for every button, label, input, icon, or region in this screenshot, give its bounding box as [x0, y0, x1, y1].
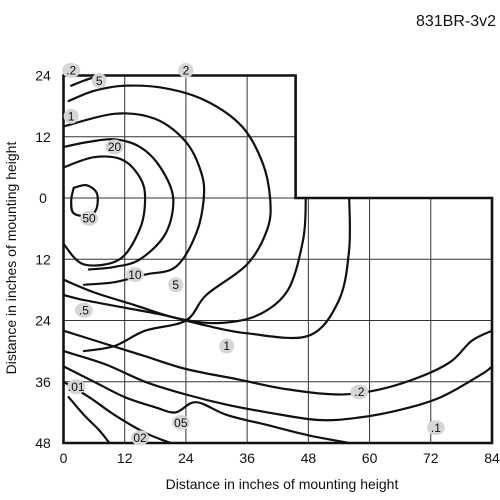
contour-label-bg [178, 62, 194, 78]
contour-line [62, 138, 175, 271]
y-tick-label: 12 [35, 129, 51, 145]
contour-label-bg [131, 430, 150, 446]
contour-label: 05 [174, 416, 188, 430]
contour-label: .5 [79, 303, 89, 317]
contour-line [62, 329, 494, 396]
contour-label-bg [105, 139, 124, 155]
contour-label-bg [63, 108, 79, 124]
y-tick-label: 0 [39, 190, 47, 206]
contour-label-bg [219, 338, 235, 354]
contour-label: .2 [354, 385, 364, 399]
x-axis-ticks: 0 12 24 36 48 60 72 84 [60, 450, 500, 466]
contour-label-bg [91, 73, 107, 89]
contour-label: 5 [172, 278, 179, 292]
x-tick-label: 0 [60, 450, 68, 466]
x-tick-label: 12 [117, 450, 133, 466]
contour-label: 2 [183, 64, 190, 78]
contour-label-bg [168, 277, 184, 293]
x-tick-label: 24 [178, 450, 194, 466]
contour-line [62, 365, 351, 445]
x-tick-label: 84 [484, 450, 500, 466]
grid-lines [63, 75, 492, 443]
plot-outline [62, 74, 494, 445]
contour-label: 20 [108, 140, 122, 154]
x-tick-label: 72 [423, 450, 439, 466]
contour-labels: .2 5 2 1 20 50 10 5 .5 1 .01 .2 05 .1 02 [62, 62, 445, 446]
contour-line [62, 350, 494, 422]
contour-label: 50 [82, 212, 96, 226]
contour-label-bg [80, 210, 99, 226]
contour-label: 1 [68, 110, 75, 124]
contour-lines [62, 74, 494, 445]
contour-label: 1 [223, 339, 230, 353]
x-axis-label: Distance in inches of mounting height [166, 476, 399, 492]
contour-label-bg [350, 384, 369, 400]
contour-label: .1 [431, 421, 441, 435]
y-axis-ticks: 24 12 0 12 24 36 48 [35, 68, 51, 452]
y-tick-label: 36 [35, 374, 51, 390]
contour-label-bg [67, 379, 86, 395]
contour-label-bg [74, 302, 93, 318]
y-tick-label: 12 [35, 251, 51, 267]
x-tick-label: 36 [239, 450, 255, 466]
contour-label: 10 [128, 268, 142, 282]
y-axis-label: Distance in inches of mounting height [3, 142, 19, 375]
x-tick-label: 60 [362, 450, 378, 466]
y-tick-label: 48 [35, 435, 51, 451]
y-tick-label: 24 [35, 68, 51, 84]
contour-label-bg [171, 415, 190, 431]
y-tick-label: 24 [35, 313, 51, 329]
contour-line [67, 84, 272, 353]
contour-label: 5 [96, 74, 103, 88]
contour-line [62, 155, 147, 267]
x-tick-label: 48 [301, 450, 317, 466]
contour-line [67, 396, 111, 445]
chart-title: 831BR-3v2 [416, 13, 496, 30]
contour-label: .2 [66, 64, 76, 78]
contour-label-bg [125, 267, 144, 283]
contour-label-bg [426, 420, 445, 436]
contour-line [62, 196, 352, 340]
contour-line [62, 196, 307, 325]
contour-label: .01 [68, 380, 85, 394]
contour-label-bg [62, 62, 81, 78]
contour-label: 02 [133, 431, 147, 445]
